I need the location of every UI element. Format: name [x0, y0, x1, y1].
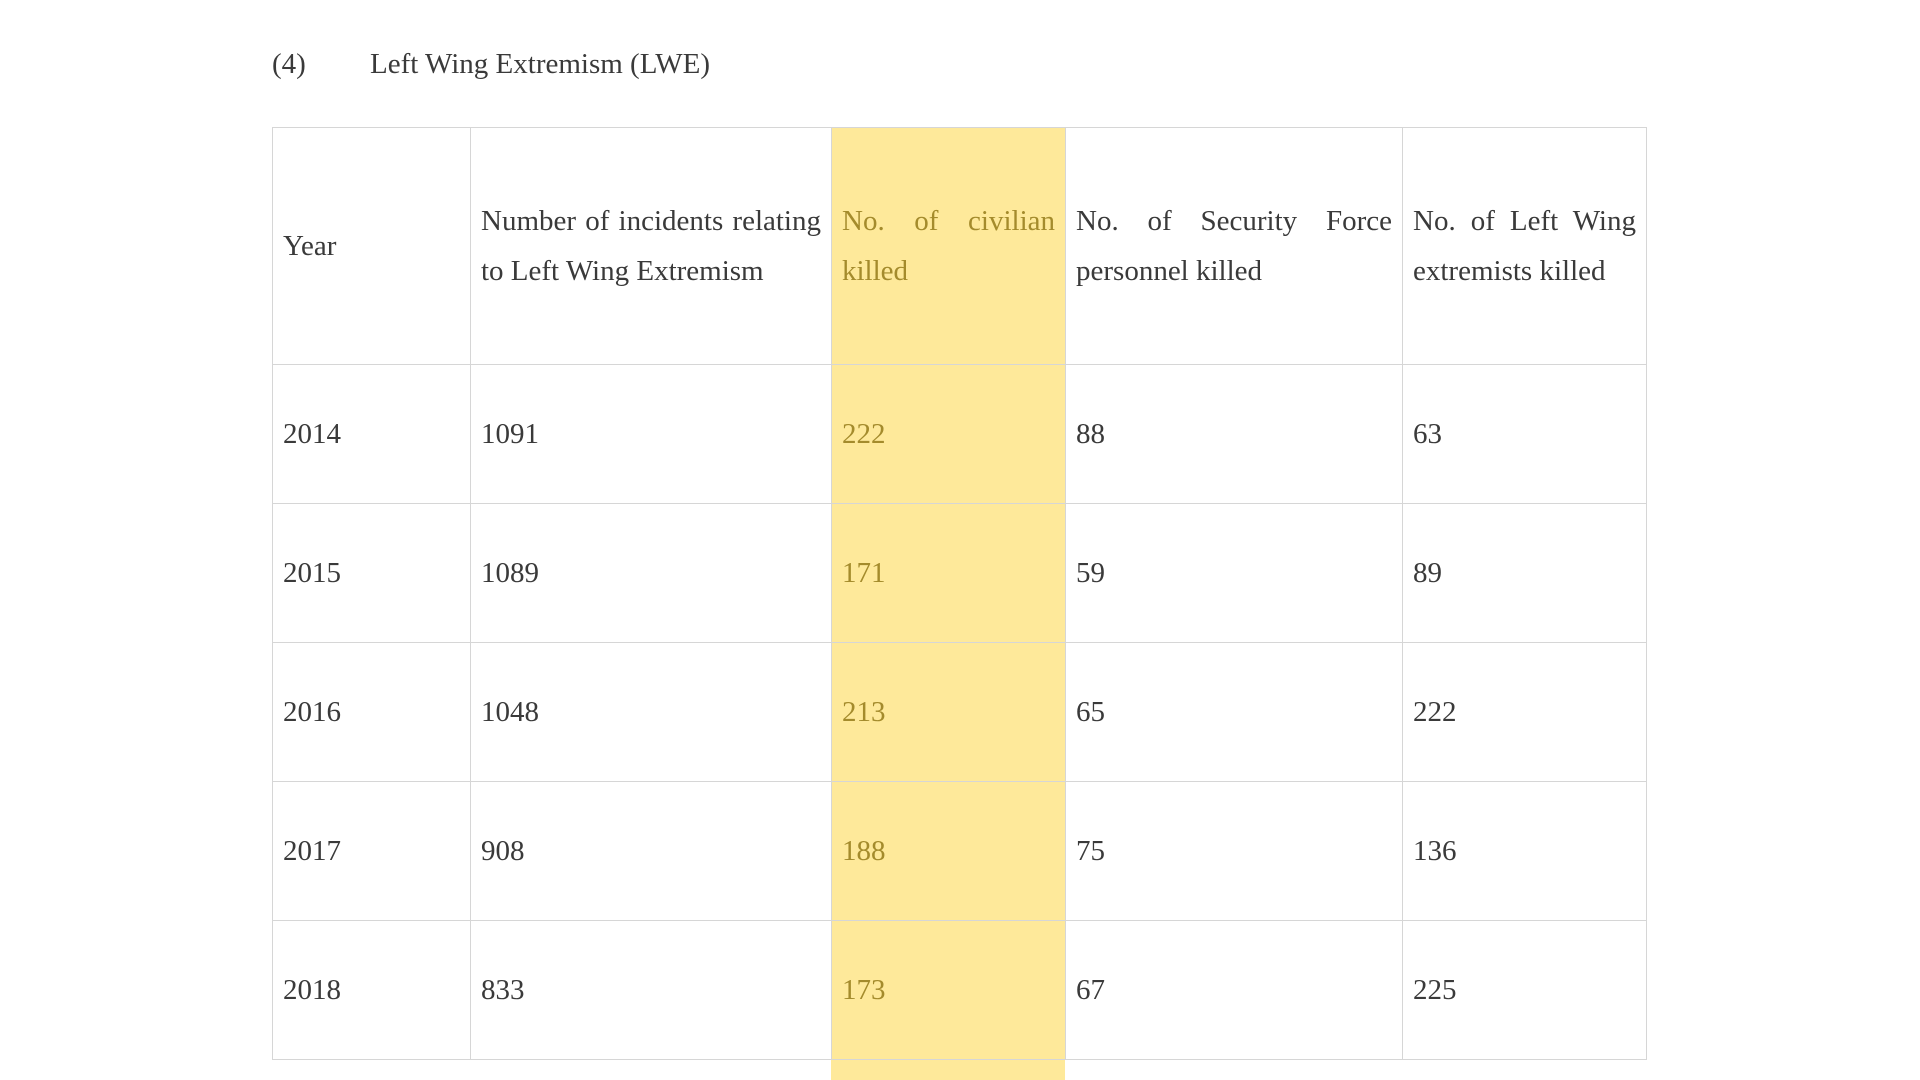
- header-year: Year: [272, 127, 471, 365]
- table-row: 2015 1089 171 59 89: [272, 503, 1647, 643]
- cell-year: 2016: [272, 642, 471, 782]
- cell-extremists: 225: [1402, 920, 1647, 1060]
- cell-security-force: 67: [1065, 920, 1403, 1060]
- cell-year: 2015: [272, 503, 471, 643]
- cell-extremists: 63: [1402, 364, 1647, 504]
- header-incidents: Number of incidents relating to Left Win…: [470, 127, 832, 365]
- cell-year: 2014: [272, 364, 471, 504]
- table-row: 2016 1048 213 65 222: [272, 642, 1647, 782]
- section-heading: (4) Left Wing Extremism (LWE): [272, 48, 710, 81]
- cell-civilians: 213: [831, 642, 1066, 782]
- section-title: Left Wing Extremism (LWE): [370, 48, 711, 80]
- cell-incidents: 1089: [470, 503, 832, 643]
- table-row: 2018 833 173 67 225: [272, 920, 1647, 1060]
- cell-security-force: 65: [1065, 642, 1403, 782]
- section-number: (4): [272, 48, 306, 80]
- table-row: 2014 1091 222 88 63: [272, 364, 1647, 504]
- header-civilians: No. of civilian killed: [831, 127, 1066, 365]
- cell-civilians: 222: [831, 364, 1066, 504]
- header-row: Year Number of incidents relating to Lef…: [272, 127, 1647, 365]
- header-extremists: No. of Left Wing extremists killed: [1402, 127, 1647, 365]
- cell-civilians: 188: [831, 781, 1066, 921]
- cell-security-force: 59: [1065, 503, 1403, 643]
- cell-incidents: 1091: [470, 364, 832, 504]
- cell-year: 2018: [272, 920, 471, 1060]
- cell-extremists: 89: [1402, 503, 1647, 643]
- cell-year: 2017: [272, 781, 471, 921]
- header-security-force: No. of Security Force personnel killed: [1065, 127, 1403, 365]
- cell-incidents: 833: [470, 920, 832, 1060]
- cell-incidents: 1048: [470, 642, 832, 782]
- cell-incidents: 908: [470, 781, 832, 921]
- cell-security-force: 88: [1065, 364, 1403, 504]
- lwe-table: Year Number of incidents relating to Lef…: [272, 127, 1647, 1060]
- cell-extremists: 222: [1402, 642, 1647, 782]
- cell-extremists: 136: [1402, 781, 1647, 921]
- table-row: 2017 908 188 75 136: [272, 781, 1647, 921]
- cell-civilians: 171: [831, 503, 1066, 643]
- cell-security-force: 75: [1065, 781, 1403, 921]
- cell-civilians: 173: [831, 920, 1066, 1060]
